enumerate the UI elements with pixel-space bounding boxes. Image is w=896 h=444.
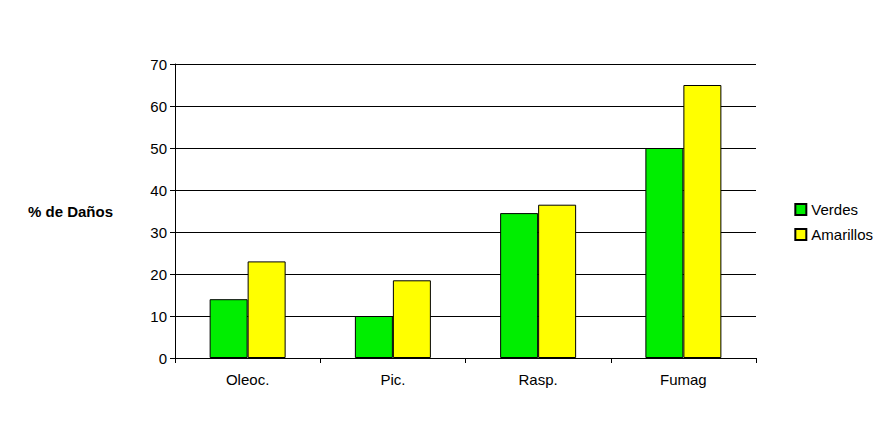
svg-text:Amarillos: Amarillos: [811, 226, 873, 243]
svg-text:70: 70: [150, 56, 167, 73]
svg-text:60: 60: [150, 98, 167, 115]
svg-text:Oleoc.: Oleoc.: [226, 371, 269, 388]
svg-text:0: 0: [159, 350, 167, 367]
svg-text:Pic.: Pic.: [380, 371, 405, 388]
svg-text:% de Daños: % de Daños: [28, 203, 113, 220]
svg-text:50: 50: [150, 140, 167, 157]
svg-text:Rasp.: Rasp.: [519, 371, 558, 388]
svg-text:20: 20: [150, 266, 167, 283]
svg-text:Verdes: Verdes: [811, 201, 858, 218]
svg-text:30: 30: [150, 224, 167, 241]
svg-text:Fumag: Fumag: [660, 371, 707, 388]
svg-text:10: 10: [150, 308, 167, 325]
svg-text:40: 40: [150, 182, 167, 199]
